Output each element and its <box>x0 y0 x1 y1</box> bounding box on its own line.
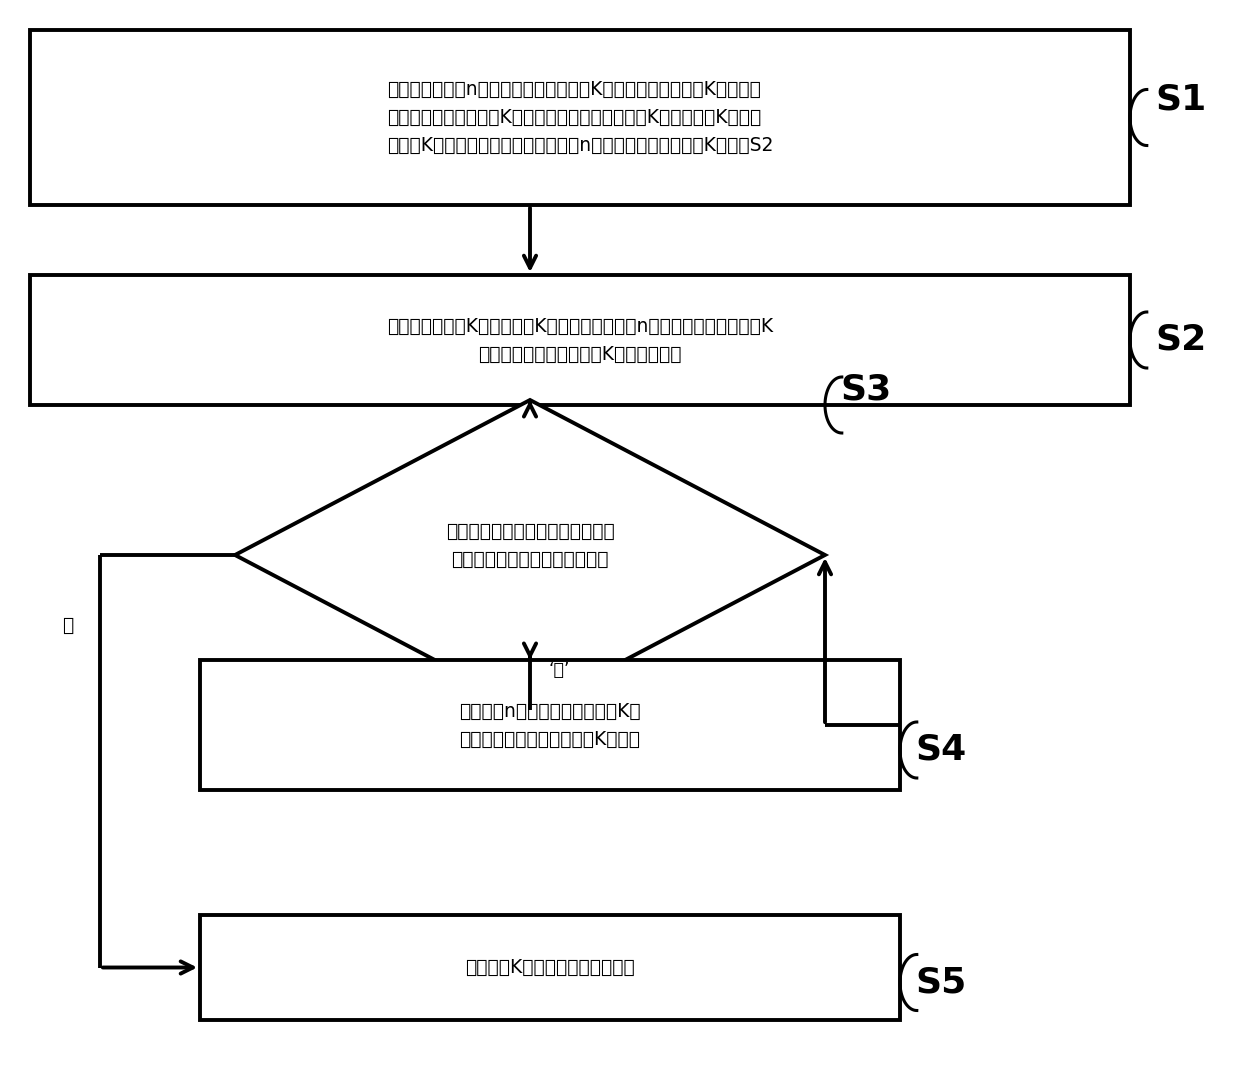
Text: S1: S1 <box>1154 83 1207 116</box>
Text: 接收用户输入的n个数据样本集及聚类数K，并根据所述聚类数K将模型训
练层内的线程数修改为K个，将数据存储模块分割为K块，将所述K个线程
与所述K块数据模块一一对: 接收用户输入的n个数据样本集及聚类数K，并根据所述聚类数K将模型训 练层内的线程… <box>387 80 774 155</box>
Text: 否: 否 <box>62 616 73 634</box>
Text: S4: S4 <box>915 733 966 766</box>
Text: ‘是’: ‘是’ <box>548 661 569 679</box>
Text: S5: S5 <box>915 965 966 1000</box>
Text: 计算所述n个数据样本集与所述K个
簇心的距离，重新确定所述K个簇心: 计算所述n个数据样本集与所述K个 簇心的距离，重新确定所述K个簇心 <box>459 702 641 748</box>
Text: 输出所述K个簇心，完成聚类结果: 输出所述K个簇心，完成聚类结果 <box>465 958 635 977</box>
Text: S2: S2 <box>1154 322 1207 357</box>
Bar <box>200 660 900 790</box>
Polygon shape <box>236 400 825 710</box>
Bar <box>30 275 1130 405</box>
Text: 通过损失函数计算损失值，并判断
所述损失值是否大于预设阈值？: 通过损失函数计算损失值，并判断 所述损失值是否大于预设阈值？ <box>445 521 614 569</box>
Bar <box>30 30 1130 205</box>
Text: S3: S3 <box>839 373 892 407</box>
Text: 根据所述聚类数K，随机确定K个簇心，并将所述n个数据样本集随机分为K
块并分别随机输入至所述K块数据模块中: 根据所述聚类数K，随机确定K个簇心，并将所述n个数据样本集随机分为K 块并分别随… <box>387 316 773 363</box>
Bar <box>200 915 900 1020</box>
